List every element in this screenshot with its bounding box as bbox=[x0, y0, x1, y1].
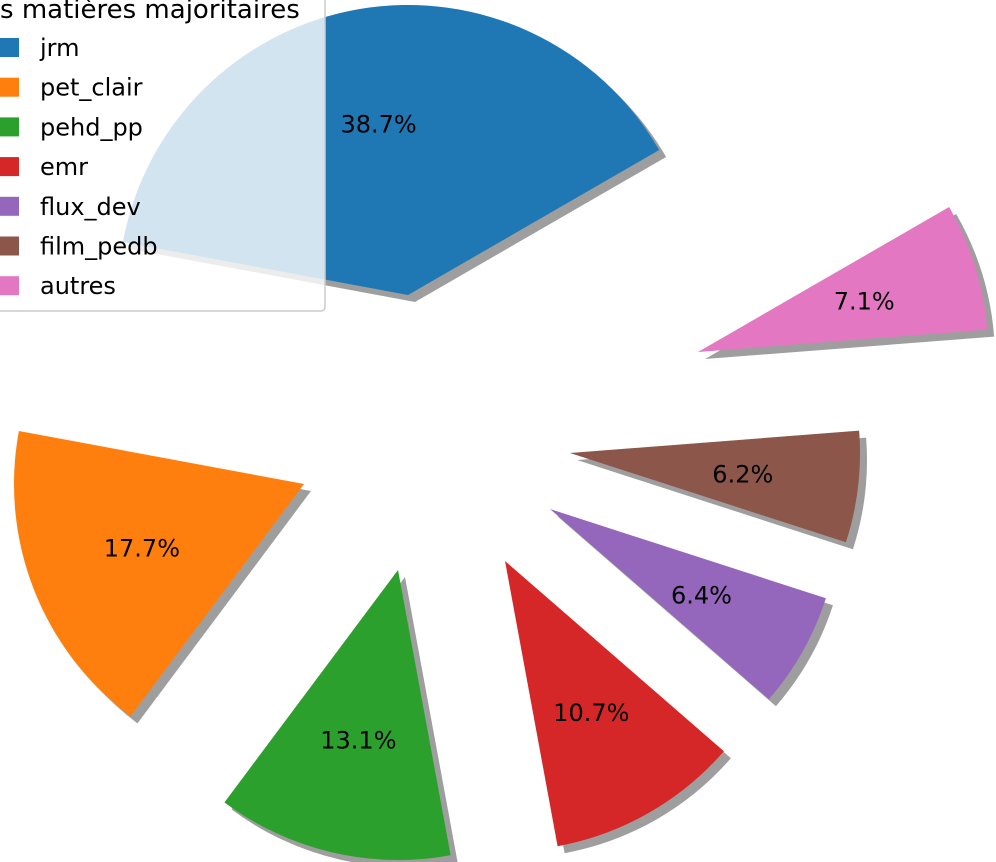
slice-emr bbox=[505, 561, 724, 847]
pct-label-pehd_pp: 13.1% bbox=[320, 726, 396, 754]
slice-flux_dev bbox=[550, 509, 826, 700]
legend-box bbox=[0, 0, 326, 312]
slice-pehd_pp bbox=[224, 570, 451, 860]
legend-label-pet_clair: pet_clair bbox=[40, 74, 143, 102]
pct-label-autres: 7.1% bbox=[834, 288, 895, 316]
legend-swatch-film_pedb bbox=[0, 236, 19, 256]
legend-title: Les matières majoritaires bbox=[0, 0, 300, 25]
pct-label-flux_dev: 6.4% bbox=[671, 582, 732, 610]
legend-label-film_pedb: film_pedb bbox=[40, 233, 158, 261]
legend-label-autres: autres bbox=[40, 272, 116, 300]
pct-label-pet_clair: 17.7% bbox=[104, 534, 180, 562]
slice-pet_clair bbox=[13, 430, 304, 717]
legend-swatch-flux_dev bbox=[0, 196, 19, 216]
legend: Les matières majoritaires jrm pet_clairpe… bbox=[0, 0, 326, 312]
percentage-labels: 38.7% 17.7% 13.1% 10.7% 6.4% 6.2% 7.1% bbox=[104, 111, 895, 755]
legend-label-pehd_pp: pehd_pp bbox=[40, 113, 143, 141]
pct-label-jrm: 38.7% bbox=[340, 111, 416, 139]
legend-swatch-emr bbox=[0, 157, 19, 177]
legend-swatch-autres bbox=[0, 276, 19, 296]
pct-label-film_pedb: 6.2% bbox=[712, 461, 773, 489]
pct-label-emr: 10.7% bbox=[553, 699, 629, 727]
legend-label-flux_dev: flux_dev bbox=[40, 193, 141, 221]
legend-swatch-pet_clair bbox=[0, 77, 19, 97]
slice-autres bbox=[698, 207, 988, 352]
slice-film_pedb bbox=[570, 430, 861, 543]
legend-swatch-pehd_pp bbox=[0, 117, 19, 137]
legend-swatch-jrm bbox=[0, 38, 19, 57]
legend-label-emr: emr bbox=[40, 153, 88, 181]
legend-label-jrm: jrm bbox=[39, 34, 80, 62]
